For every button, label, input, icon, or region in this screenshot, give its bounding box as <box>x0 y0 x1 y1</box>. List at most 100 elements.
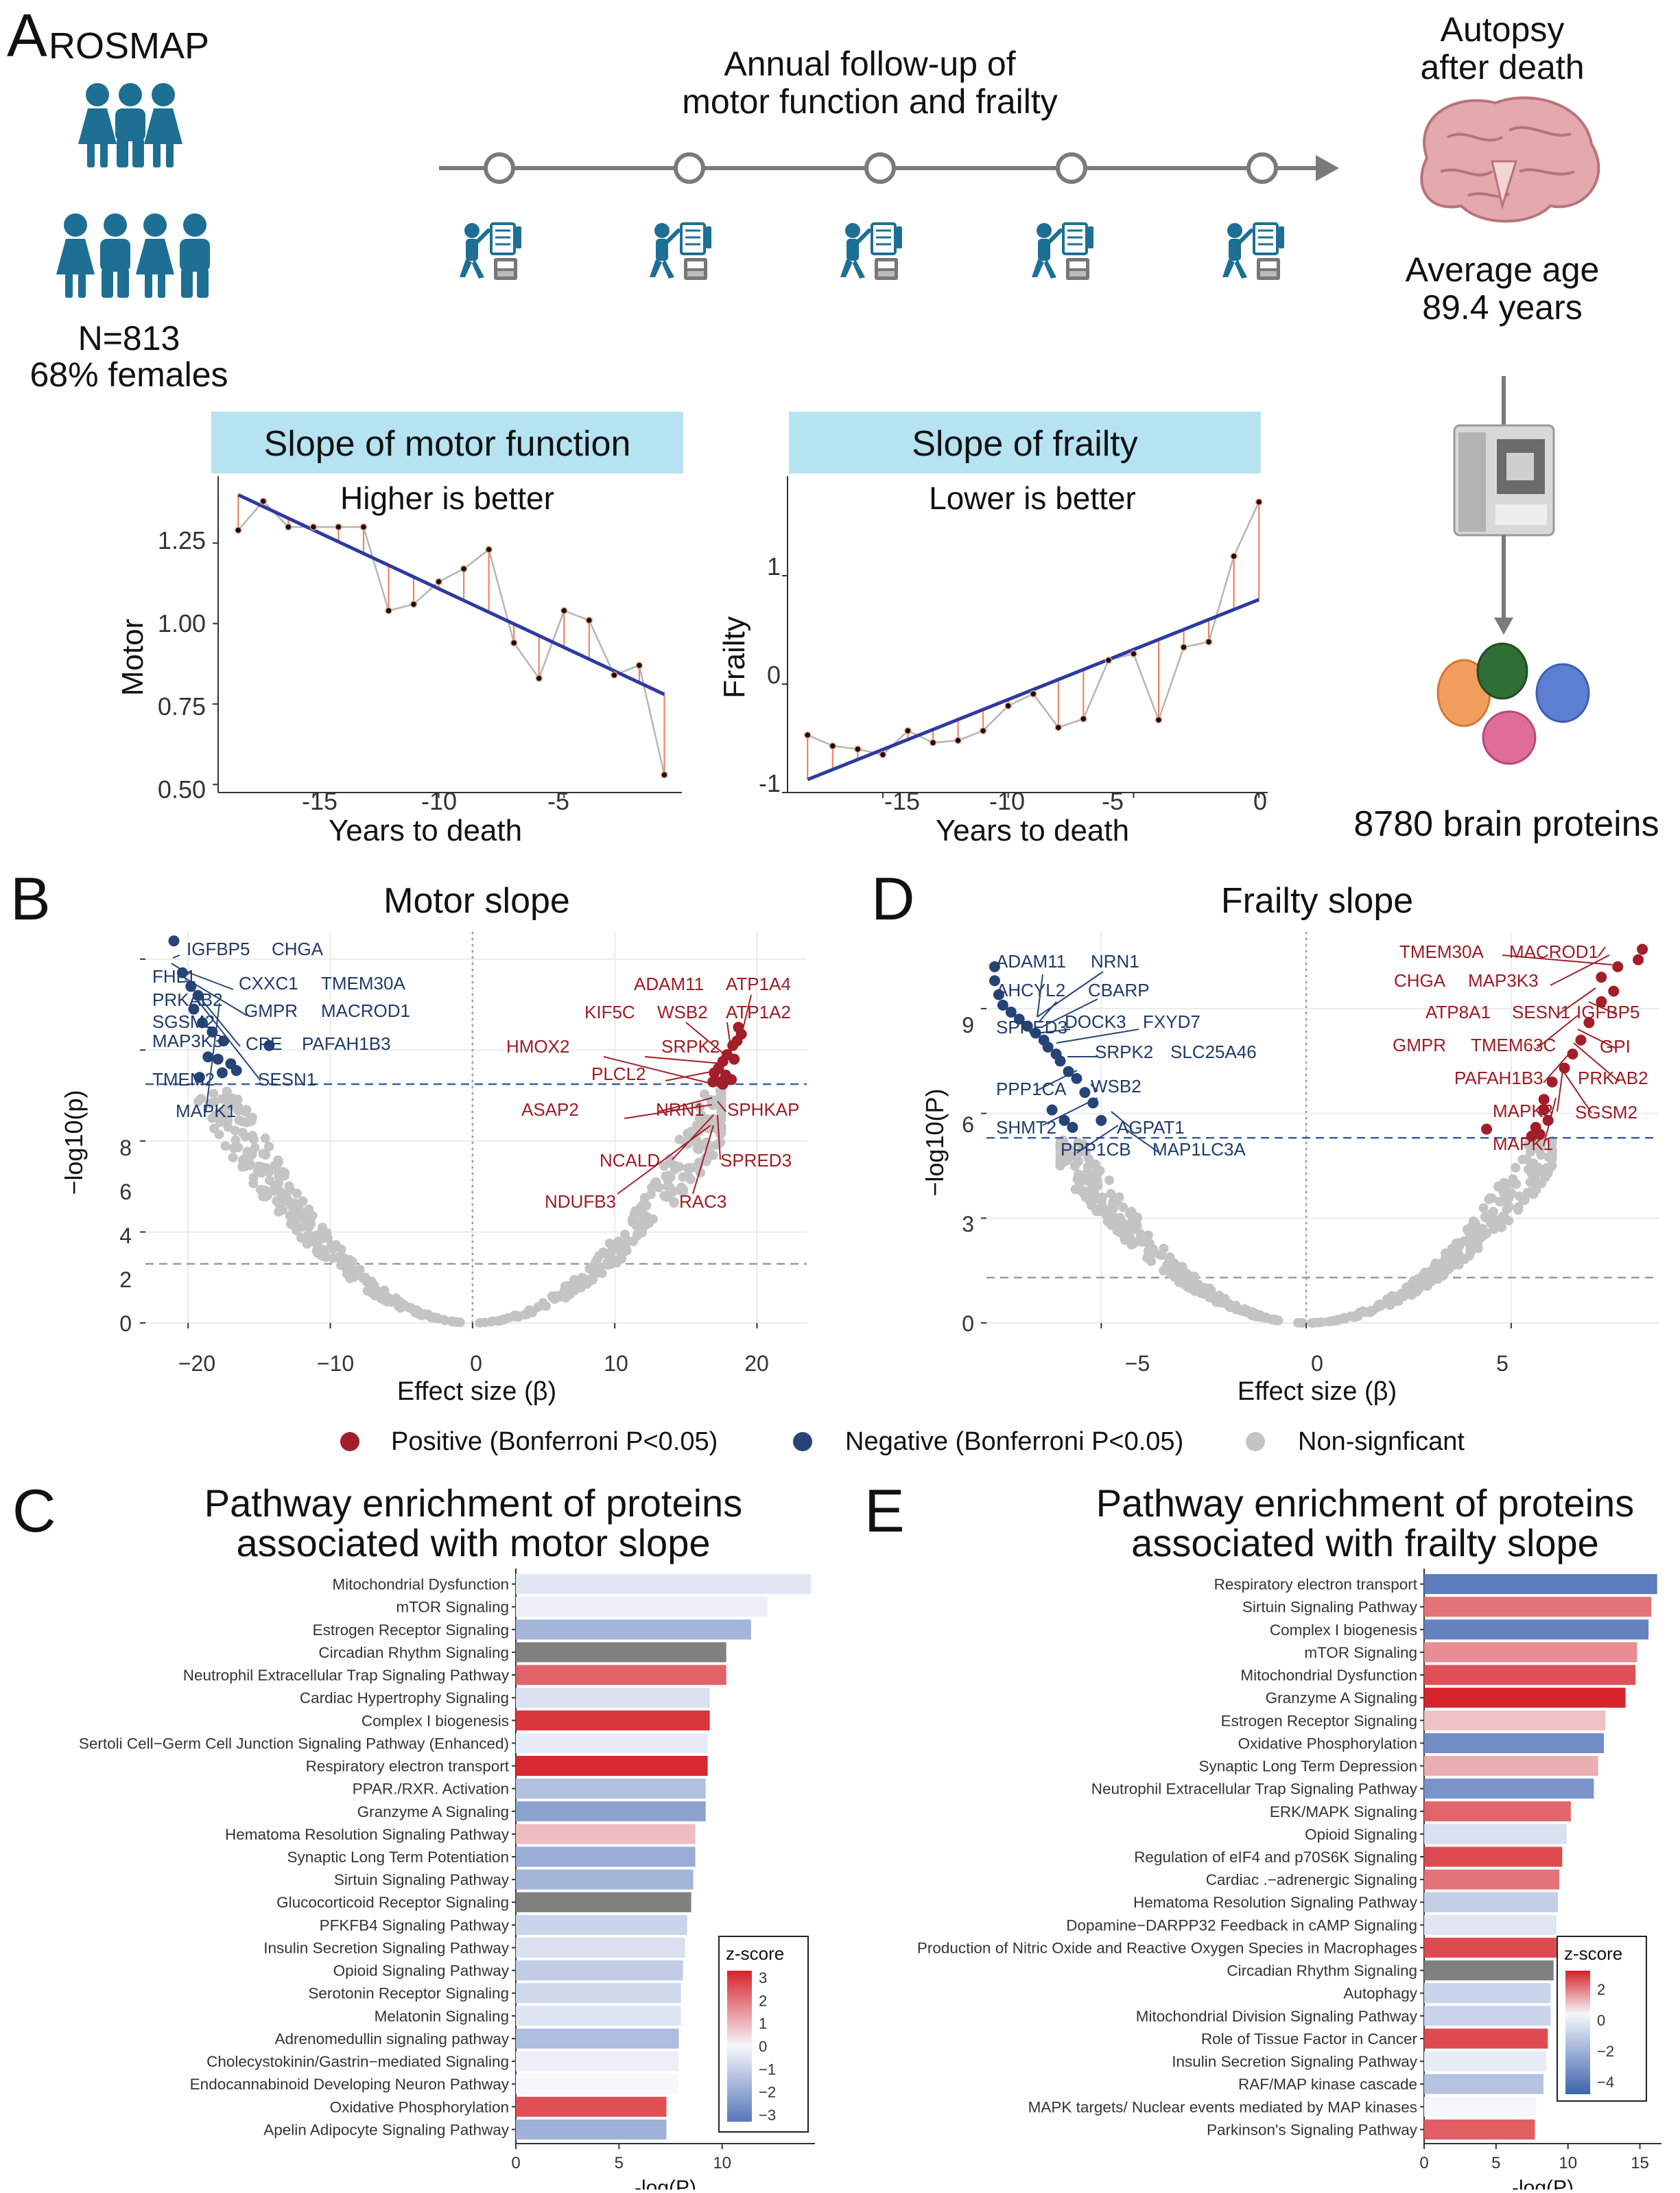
pathway-bar <box>516 1733 708 1753</box>
pathway-chart-title-line1: Pathway enrichment of proteins <box>204 1481 742 1525</box>
nonsig-point <box>1496 1222 1506 1232</box>
pathway-label: Hematoma Resolution Signaling Pathway <box>1133 1894 1418 1911</box>
panel-c-letter: C <box>12 1477 56 1545</box>
volcano-frailty-positive-labels: TMEM30A MACROD1 CHGA MAP3K3 ATP8A1 SESN1… <box>1393 941 1648 1154</box>
pathway-bar <box>1424 1846 1563 1867</box>
nonsig-point <box>620 1230 630 1240</box>
panel-d-label: D <box>871 865 915 933</box>
pathway-bar <box>516 2119 667 2140</box>
nonsig-point <box>646 1189 656 1199</box>
gene-label: SPHKAP <box>727 1099 800 1120</box>
x-tick-label: 10 <box>713 2154 731 2172</box>
gene-label: GMPR <box>244 1000 298 1021</box>
significant-protein-point <box>1575 1034 1587 1046</box>
pathway-label: Respiratory electron transport <box>1214 1576 1418 1593</box>
significant-protein-point <box>1067 1122 1078 1133</box>
significant-protein-point <box>230 1065 242 1077</box>
gene-label: GPI <box>1600 1036 1631 1057</box>
nonsig-point <box>237 1127 248 1138</box>
significant-protein-point <box>1071 1072 1082 1084</box>
nonsig-point <box>1465 1247 1476 1257</box>
significant-protein-point <box>1096 1114 1107 1126</box>
significant-protein-point <box>193 1072 205 1083</box>
volcano-frailty-label-leaders <box>1035 946 1620 1153</box>
gene-label: DOCK3 <box>1065 1011 1126 1032</box>
observation-point <box>1130 650 1137 658</box>
nonsig-point <box>1297 1317 1308 1328</box>
pathway-bar <box>516 2028 679 2049</box>
gene-label: TMEM30A <box>1399 941 1484 962</box>
pathway-label: ERK/MAPK Signaling <box>1270 1803 1417 1820</box>
nonsig-point <box>245 1115 255 1125</box>
significant-protein-point <box>1559 1062 1570 1074</box>
observation-point <box>560 607 568 615</box>
nonsig-point <box>230 1135 241 1145</box>
nonsig-point <box>241 1105 252 1115</box>
pathway-bar <box>1424 1687 1626 1708</box>
nonsig-point <box>1451 1242 1461 1252</box>
gene-label: MACROD1 <box>321 1000 410 1021</box>
significant-protein-point <box>212 1053 224 1065</box>
nonsig-point <box>1513 1205 1524 1215</box>
nonsig-point <box>1504 1201 1514 1212</box>
observation-point <box>435 578 442 586</box>
pathway-label: Parkinson's Signaling Pathway <box>1207 2121 1418 2138</box>
gene-label: CBARP <box>1088 980 1150 1000</box>
nonsig-point <box>228 1152 238 1162</box>
pathway-label: Cholecystokinin/Gastrin−mediated Signali… <box>206 2053 509 2070</box>
observation-point <box>510 639 518 647</box>
nonsig-point <box>1080 1169 1091 1179</box>
pathway-chart-title-line2: associated with frailty slope <box>1131 1521 1599 1564</box>
significant-protein-point <box>1030 1027 1041 1039</box>
pathway-bar <box>1424 2028 1548 2049</box>
significant-protein-point <box>1481 1123 1493 1135</box>
pathway-bar <box>1424 1619 1649 1640</box>
pathway-bar <box>516 1755 708 1776</box>
gene-label: FHL1 <box>152 966 196 987</box>
pathway-bar <box>516 1914 687 1935</box>
nonsig-point <box>683 1128 693 1138</box>
nonsig-point <box>669 1198 679 1208</box>
gene-label: SESN1 <box>258 1069 316 1090</box>
nonsig-point <box>1180 1280 1190 1290</box>
motor-x-tick: -10 <box>421 787 457 815</box>
nonsig-point <box>1395 1291 1405 1301</box>
nonsig-point <box>1525 1186 1535 1197</box>
nonsig-point <box>1478 1203 1489 1213</box>
motor-y-tick: 1.00 <box>158 609 206 637</box>
pathway-bar <box>516 1687 710 1708</box>
pathway-label: Insulin Secretion Signaling Pathway <box>263 1939 509 1956</box>
pathway-bar <box>1424 1937 1557 1958</box>
significant-protein-point <box>216 1067 228 1079</box>
gene-label: SGSM2 <box>152 1011 215 1032</box>
significant-protein-point <box>1021 1020 1033 1032</box>
nonsig-point <box>606 1259 616 1269</box>
gene-label: ATP1A2 <box>726 1002 791 1022</box>
followup-title-line2: motor function and frailty <box>682 82 1058 121</box>
nonsig-point <box>274 1194 285 1204</box>
panel-a: A ROSMAP N=813 68% females Annual follow… <box>7 1 1659 847</box>
protein-count: 8780 brain proteins <box>1353 804 1659 844</box>
pathway-bar <box>1424 1960 1554 1981</box>
gene-label: PRKAB2 <box>1578 1068 1648 1088</box>
significant-protein-point <box>1054 1055 1066 1067</box>
nonsig-point <box>413 1308 423 1318</box>
volcano-motor-y-tick: 8 <box>119 1136 132 1160</box>
z-score-legend-tick: 1 <box>759 2015 767 2032</box>
frailty-x-ticks: -15 -10 -5 0 <box>884 787 1267 815</box>
nonsig-point <box>237 1162 248 1172</box>
nonsig-point <box>659 1161 670 1171</box>
average-age-line2: 89.4 years <box>1422 288 1582 327</box>
nonsig-point <box>1519 1195 1530 1206</box>
significant-protein-point <box>168 935 180 947</box>
gene-label: SPRED3 <box>720 1150 792 1171</box>
pathway-bar <box>516 2096 667 2117</box>
panel-b-label: B <box>10 865 51 933</box>
significant-protein-point <box>1063 1066 1074 1077</box>
nonsig-point <box>1118 1202 1128 1212</box>
pathway-bar <box>1424 1642 1637 1663</box>
nonsig-point <box>261 1150 271 1160</box>
pathway-label: Glucocorticoid Receptor Signaling <box>276 1894 509 1911</box>
nonsig-point <box>628 1217 638 1228</box>
motor-x-ticks: -15 -10 -5 <box>302 787 569 815</box>
